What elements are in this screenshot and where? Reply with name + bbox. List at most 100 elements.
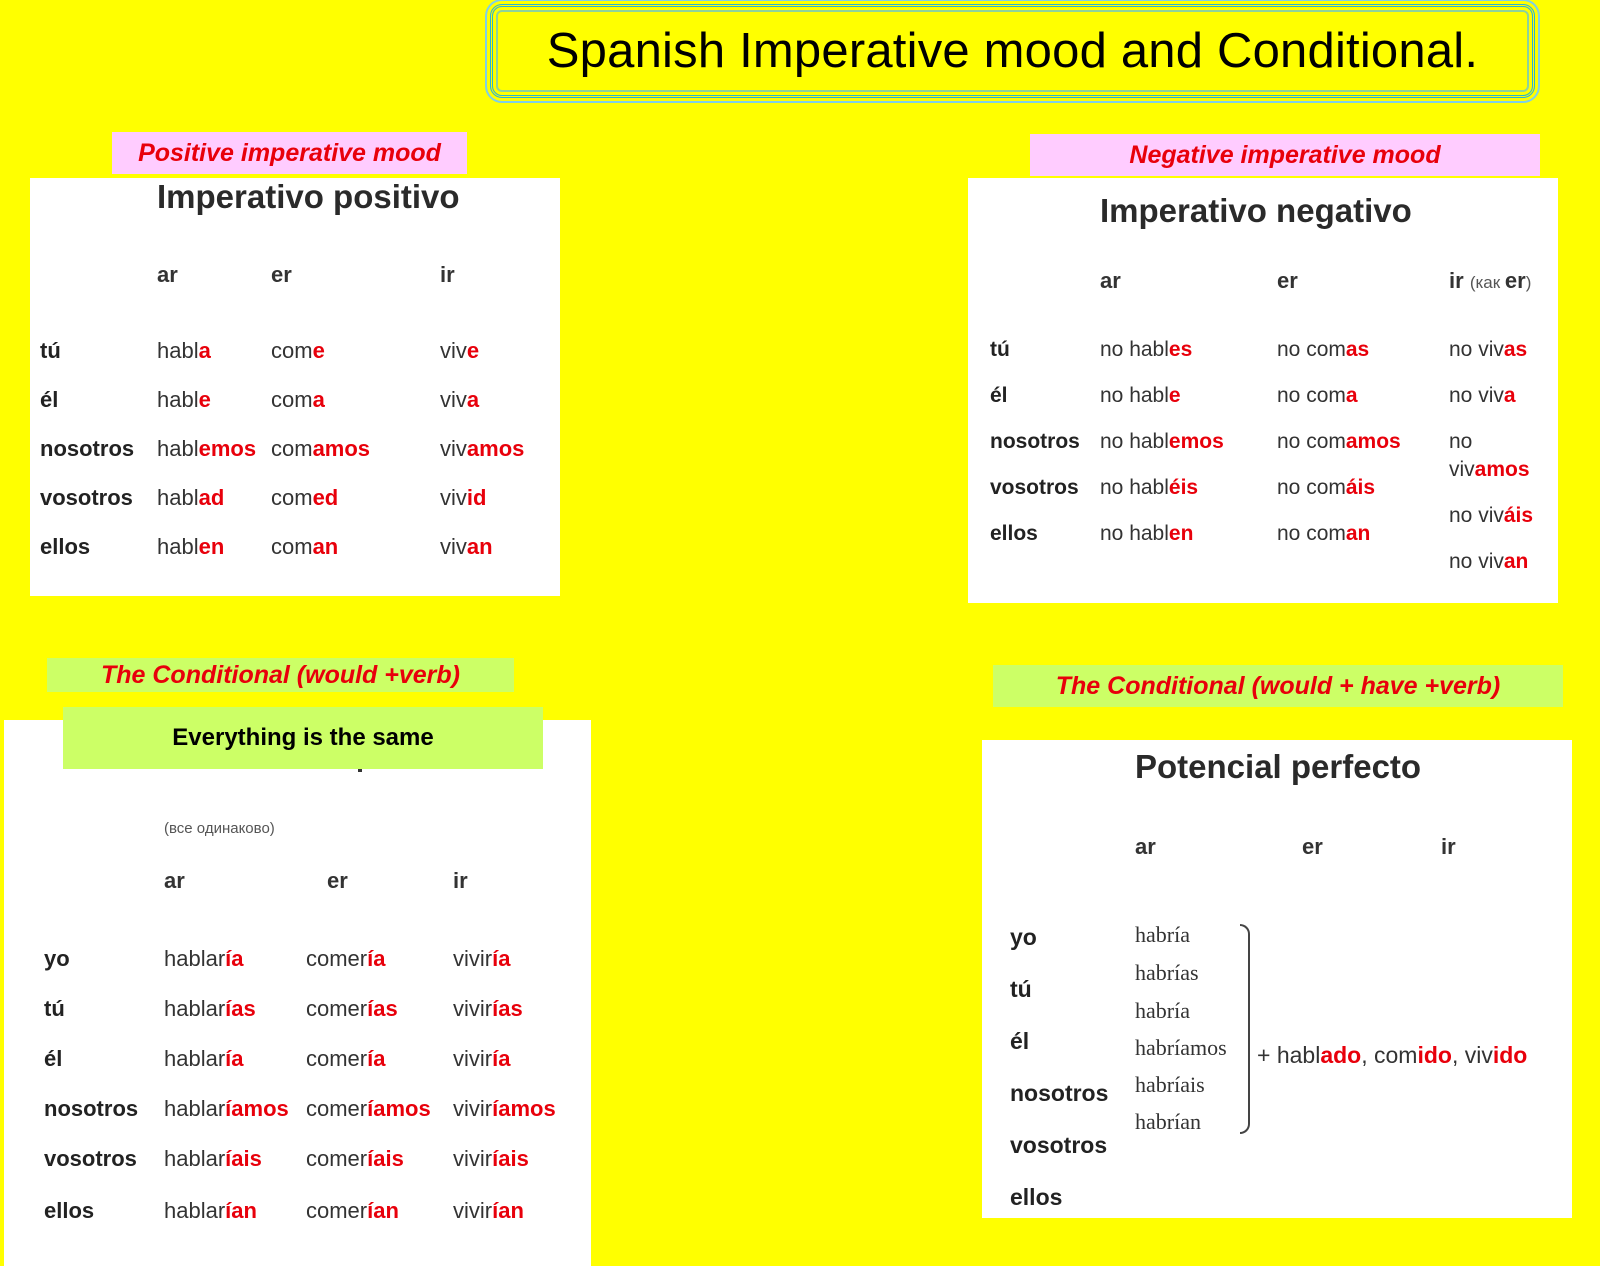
verb-ending: íamos	[492, 1096, 556, 1121]
verb-stem: com	[271, 387, 313, 412]
verb-form: comed	[271, 485, 338, 511]
verb-stem: no habl	[1100, 430, 1169, 453]
column-header-ir-note: (как er)	[1469, 268, 1532, 293]
pronoun: tú	[40, 338, 61, 363]
verb-stem: viv	[440, 387, 467, 412]
column-header-ar: ar	[157, 262, 178, 287]
plus-sign: +	[1257, 1042, 1277, 1068]
verb-form: no viváis	[1449, 504, 1533, 528]
verb-form: hablaríais	[164, 1146, 262, 1172]
verb-form: vivamos	[440, 436, 524, 462]
participle-stem: viv	[1464, 1042, 1493, 1068]
verb-form: hablarían	[164, 1198, 257, 1224]
pronoun: él	[990, 384, 1008, 407]
verb-stem: vivir	[453, 1096, 493, 1121]
verb-stem: no habl	[1100, 338, 1169, 361]
verb-ending: e	[312, 338, 325, 363]
pronoun: vosotros	[44, 1146, 137, 1171]
verb-form: comamos	[271, 436, 370, 462]
verb-form: viva	[440, 387, 479, 413]
verb-ending: es	[1168, 338, 1193, 361]
verb-stem: vivir	[453, 996, 493, 1021]
pronoun: él	[1010, 1028, 1030, 1054]
verb-stem: hablar	[164, 1046, 226, 1071]
verb-stem: habl	[157, 387, 199, 412]
verb-stem: no com	[1277, 522, 1346, 545]
pronoun: vosotros	[1010, 1132, 1108, 1158]
auxiliary-form: habría	[1135, 922, 1190, 947]
verb-stem: viv	[1449, 458, 1475, 481]
page-title-frame: Spanish Imperative mood and Conditional.	[490, 4, 1535, 98]
conditional-card: (все одинаково) ar er ir yo hablaría comer…	[4, 720, 591, 1266]
verb-stem: no com	[1277, 476, 1346, 499]
verb-stem: viv	[440, 485, 467, 510]
pronoun: ellos	[1010, 1184, 1063, 1210]
verb-form: no comáis	[1277, 476, 1375, 500]
verb-stem: com	[271, 485, 313, 510]
verb-stem: no viv	[1449, 550, 1504, 573]
conditional-label: The Conditional (would +verb)	[47, 658, 514, 692]
verb-ending: ías	[367, 996, 398, 1021]
verb-stem: comer	[306, 1046, 368, 1071]
verb-form: no habléis	[1100, 476, 1198, 500]
verb-stem: no com	[1277, 384, 1346, 407]
negative-imperative-card: Imperativo negativo ar er ir (как er) tú…	[968, 178, 1558, 603]
verb-ending: ían	[492, 1198, 524, 1223]
verb-stem: no habl	[1100, 522, 1169, 545]
verb-stem: no viv	[1449, 384, 1504, 407]
verb-stem: com	[271, 436, 313, 461]
verb-form: comerías	[306, 996, 398, 1022]
conditional-label-text: The Conditional (would +verb)	[100, 660, 461, 689]
verb-ending: an	[466, 534, 493, 559]
verb-ending: id	[466, 485, 487, 510]
verb-stem: no	[1449, 430, 1473, 453]
verb-ending: emos	[1168, 430, 1224, 453]
verb-ending: e	[198, 387, 211, 412]
verb-form: no viva	[1449, 384, 1516, 408]
pronoun: nosotros	[44, 1096, 139, 1121]
pronoun: vosotros	[990, 476, 1079, 499]
verb-ending: an	[312, 534, 339, 559]
verb-stem: no habl	[1100, 476, 1169, 499]
verb-form: vivirías	[453, 996, 523, 1022]
conditional-perfect-card: Potencial perfecto ar er ir yo tú él nosotr…	[982, 740, 1572, 1218]
verb-stem: vivir	[453, 1198, 493, 1223]
verb-form: hablen	[157, 534, 224, 560]
column-header-er: er	[1302, 834, 1323, 859]
note-open: (как	[1469, 273, 1505, 292]
verb-ending: ía	[492, 1046, 511, 1071]
card-title: Potencial perfecto	[1135, 748, 1422, 785]
column-header-ar: ar	[1135, 834, 1156, 859]
note-close: )	[1525, 273, 1532, 292]
verb-form: no comas	[1277, 338, 1369, 362]
verb-stem: no viv	[1449, 504, 1504, 527]
verb-ending: íais	[492, 1146, 529, 1171]
verb-stem: hablar	[164, 996, 226, 1021]
verb-stem: hablar	[164, 1096, 226, 1121]
verb-ending: a	[198, 338, 211, 363]
verb-ending: a	[466, 387, 480, 412]
verb-form: no comamos	[1277, 430, 1401, 454]
verb-form: vive	[440, 338, 479, 364]
verb-form: come	[271, 338, 325, 364]
participle-ending: ado	[1320, 1042, 1362, 1068]
verb-form: comería	[306, 1046, 385, 1072]
verb-ending: a	[312, 387, 325, 412]
column-header-er: er	[327, 868, 348, 893]
verb-form: hable	[157, 387, 211, 413]
verb-stem: no com	[1277, 338, 1346, 361]
verb-form: no hablemos	[1100, 430, 1224, 454]
verb-form: viviríais	[453, 1146, 529, 1172]
verb-ending: as	[1345, 338, 1370, 361]
verb-form: vivid	[440, 485, 486, 511]
negative-imperative-label-text: Negative imperative mood	[1129, 140, 1441, 169]
verb-stem: comer	[306, 946, 368, 971]
verb-form: comería	[306, 946, 385, 972]
pronoun: él	[40, 387, 59, 412]
column-header-ir: ir	[453, 868, 468, 893]
verb-stem: viv	[440, 436, 467, 461]
verb-ending: a	[1345, 384, 1358, 407]
pronoun: ellos	[990, 522, 1038, 545]
verb-form: vivamos	[1449, 458, 1530, 482]
verb-ending: a	[1503, 384, 1516, 407]
